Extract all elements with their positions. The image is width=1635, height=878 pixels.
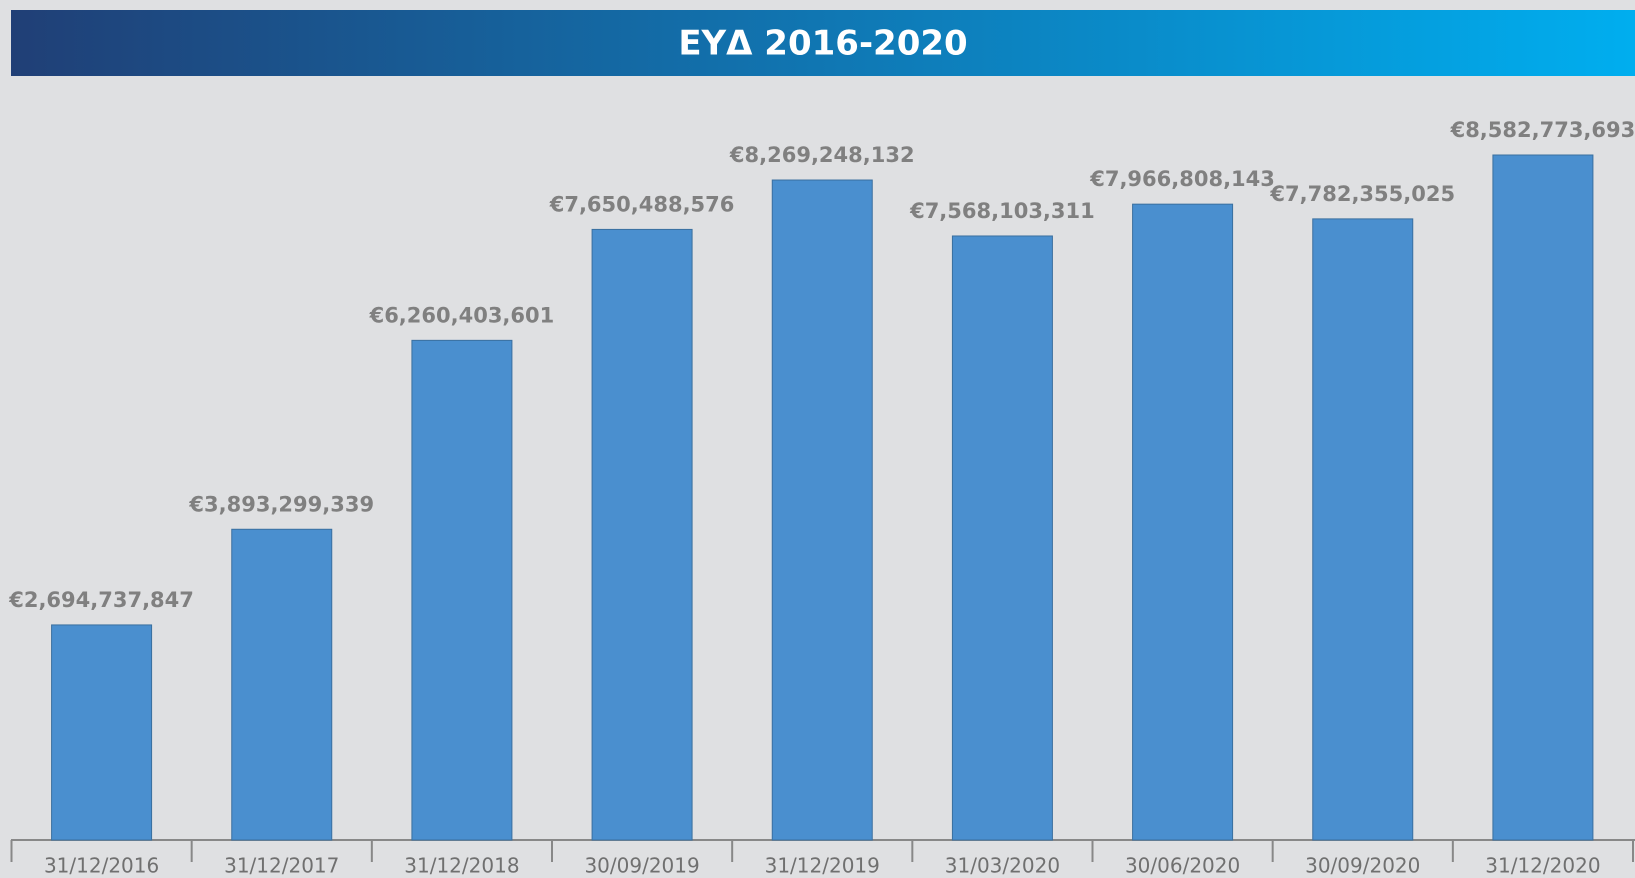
bar (1132, 203, 1234, 841)
title-banner (11, 10, 1635, 76)
value-label: €2,694,737,847 (8, 588, 194, 612)
x-tick-label: 31/12/2016 (44, 854, 159, 878)
value-label: €7,568,103,311 (909, 199, 1095, 223)
bar (1312, 218, 1414, 841)
x-tick-label: 30/06/2020 (1125, 854, 1240, 878)
value-label: €8,269,248,132 (729, 143, 915, 167)
bar (771, 179, 873, 841)
value-label: €7,650,488,576 (549, 192, 735, 216)
value-label: €8,582,773,693 (1450, 118, 1635, 142)
bar (591, 228, 693, 841)
x-tick-label: 31/12/2019 (765, 854, 880, 878)
value-label: €3,893,299,339 (188, 492, 374, 516)
value-label: €7,966,808,143 (1089, 167, 1275, 191)
bar (1492, 154, 1594, 841)
x-tick-label: 31/12/2017 (224, 854, 339, 878)
x-tick-label: 30/09/2019 (584, 854, 699, 878)
x-tick-label: 31/03/2020 (945, 854, 1060, 878)
value-label: €7,782,355,025 (1269, 182, 1455, 206)
x-tick-label: 31/12/2018 (404, 854, 519, 878)
x-tick-label: 31/12/2020 (1485, 854, 1600, 878)
bar (51, 624, 153, 841)
x-tick-label: 30/09/2020 (1305, 854, 1420, 878)
bar (411, 339, 513, 841)
bar (231, 528, 333, 841)
bar (951, 235, 1053, 841)
chart-title: ΕΥΔ 2016-2020 (678, 24, 967, 64)
value-label: €6,260,403,601 (369, 303, 555, 327)
